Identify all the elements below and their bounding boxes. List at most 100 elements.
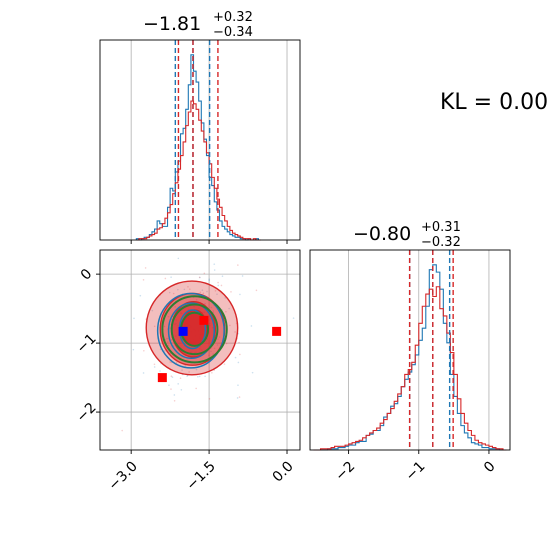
scatter-point — [202, 292, 205, 295]
scatter-point — [292, 317, 295, 319]
scatter-point — [164, 277, 167, 280]
hist1-frame — [99, 39, 301, 241]
scatter-point — [143, 349, 145, 352]
scatter-point — [199, 291, 202, 294]
scatter-point — [159, 370, 161, 372]
scatter-point — [189, 288, 191, 290]
scatter-point — [198, 276, 201, 279]
scatter-point — [238, 341, 240, 344]
scatter-point — [212, 311, 215, 314]
scatter-point — [195, 387, 197, 390]
scatter-point — [225, 310, 227, 313]
scatter-point — [201, 289, 204, 292]
joint-markers — [157, 315, 282, 383]
scatter-point — [220, 284, 223, 287]
scatter-point — [237, 384, 239, 387]
hist1-title-main: −1.81 — [143, 13, 201, 35]
scatter-point — [204, 375, 206, 378]
scatter-point — [167, 315, 170, 318]
scatter-point — [184, 365, 186, 367]
scatter-point — [237, 264, 239, 266]
scatter-point — [208, 354, 210, 357]
joint-y-tick-label-2: −2 — [74, 400, 100, 426]
scatter-point — [168, 384, 170, 387]
scatter-point — [177, 288, 179, 291]
scatter-point — [175, 361, 178, 364]
scatter-point — [153, 366, 156, 368]
hist2-series — [313, 264, 507, 451]
scatter-point — [237, 361, 240, 364]
scatter-point — [228, 307, 230, 310]
marker-square-3 — [157, 373, 167, 383]
marginal-panel-param1: −1.81 +0.32 −0.34 — [99, 10, 301, 244]
scatter-point — [206, 290, 208, 293]
hist2-title-minus: −0.32 — [421, 235, 461, 250]
scatter-point — [195, 298, 198, 301]
joint-x-tick-label-2: 0.0 — [270, 458, 297, 485]
scatter-point — [216, 344, 219, 346]
scatter-point — [217, 284, 220, 287]
scatter-point — [174, 306, 177, 308]
scatter-point — [217, 338, 219, 340]
scatter-point — [239, 353, 241, 356]
scatter-point — [224, 297, 226, 299]
scatter-point — [204, 302, 206, 305]
scatter-point — [241, 275, 244, 277]
scatter-point — [234, 356, 237, 359]
marker-square-1 — [199, 315, 209, 325]
scatter-point — [187, 285, 189, 288]
scatter-point — [186, 375, 188, 377]
scatter-point — [208, 278, 211, 280]
scatter-point — [180, 388, 183, 391]
histogram-series-blue — [135, 54, 262, 241]
blue-contour-level-0 — [156, 292, 225, 369]
scatter-point — [151, 309, 154, 312]
scatter-point — [214, 290, 217, 292]
scatter-point — [223, 363, 226, 365]
scatter-point — [212, 310, 214, 312]
scatter-point — [177, 257, 180, 260]
scatter-point — [203, 272, 206, 275]
scatter-point — [169, 361, 172, 363]
joint-x-tick-label-0: −3.0 — [106, 458, 141, 493]
marker-square-2 — [272, 326, 282, 336]
scatter-point — [163, 350, 166, 352]
hist2-quantile-lines — [408, 250, 454, 450]
scatter-point — [208, 398, 211, 400]
scatter-point — [195, 368, 198, 371]
hist2-x-tick-label-0: −2 — [332, 458, 358, 484]
scatter-point — [173, 400, 176, 402]
scatter-point — [153, 363, 156, 366]
joint-y-tick-label-0: 0 — [78, 266, 96, 284]
joint-x-tick-label-1: −1.5 — [183, 458, 218, 493]
scatter-point — [250, 325, 253, 327]
scatter-point — [121, 429, 123, 432]
hist1-quantile-lines — [174, 40, 219, 240]
scatter-point — [132, 348, 135, 351]
joint-grid — [100, 250, 300, 450]
scatter-point — [181, 369, 183, 371]
marker-square-0 — [178, 326, 188, 336]
scatter-point — [188, 371, 190, 373]
hist2-title-plus: +0.31 — [421, 220, 461, 235]
scatter-point — [198, 375, 201, 378]
scatter-point — [142, 279, 145, 281]
scatter-point — [144, 267, 147, 269]
scatter-point — [239, 293, 241, 296]
scatter-point — [208, 279, 211, 282]
scatter-point — [229, 324, 231, 327]
scatter-point — [218, 336, 221, 338]
scatter-point — [210, 306, 213, 309]
scatter-point — [166, 337, 168, 340]
hist2-x-tick-label-1: −1 — [403, 458, 429, 484]
scatter-point — [183, 288, 186, 291]
scatter-point — [216, 293, 218, 295]
green-contour-level-0 — [161, 295, 228, 364]
green-contour-level-1 — [170, 303, 219, 356]
scatter-point — [197, 375, 199, 378]
hist1-title-minus: −0.34 — [213, 25, 253, 40]
hist2-title-main: −0.80 — [353, 223, 411, 245]
scatter-point — [167, 341, 169, 343]
scatter-point — [170, 375, 173, 377]
scatter-point — [225, 342, 228, 345]
